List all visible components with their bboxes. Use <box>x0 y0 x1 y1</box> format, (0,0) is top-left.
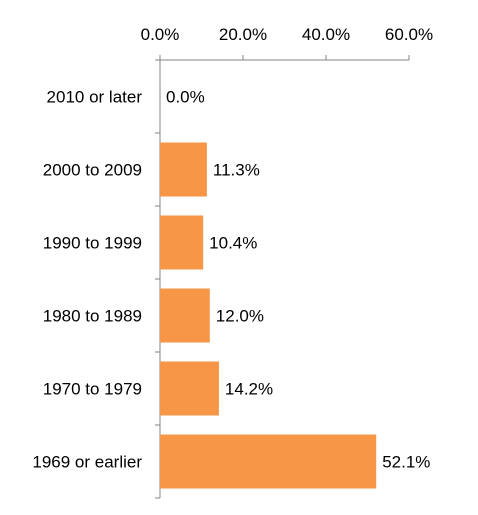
bar <box>160 142 207 197</box>
data-label: 14.2% <box>225 380 273 399</box>
category-label: 1969 or earlier <box>32 453 142 472</box>
category-label: 2010 or later <box>47 88 143 107</box>
category-label: 1990 to 1999 <box>43 234 142 253</box>
labels-layer: 0.0% 20.0% 40.0% 60.0% 2010 or later 0.0% 2000… <box>32 25 433 472</box>
data-label: 52.1% <box>382 453 430 472</box>
bar <box>160 288 210 343</box>
category-label: 2000 to 2009 <box>43 161 142 180</box>
category-label: 1980 to 1989 <box>43 307 142 326</box>
data-label: 10.4% <box>209 234 257 253</box>
bar <box>160 434 377 489</box>
x-tick-label: 40.0% <box>302 25 350 44</box>
bar <box>160 215 204 270</box>
x-tick-label: 60.0% <box>385 25 433 44</box>
data-label: 11.3% <box>213 161 260 180</box>
x-tick-label: 0.0% <box>141 25 180 44</box>
x-tick-label: 20.0% <box>219 25 267 44</box>
data-label: 12.0% <box>216 307 264 326</box>
category-label: 1970 to 1979 <box>43 380 142 399</box>
data-label: 0.0% <box>166 88 205 107</box>
axis-layer <box>155 55 410 499</box>
bars-layer <box>160 142 377 489</box>
bar <box>160 361 219 416</box>
